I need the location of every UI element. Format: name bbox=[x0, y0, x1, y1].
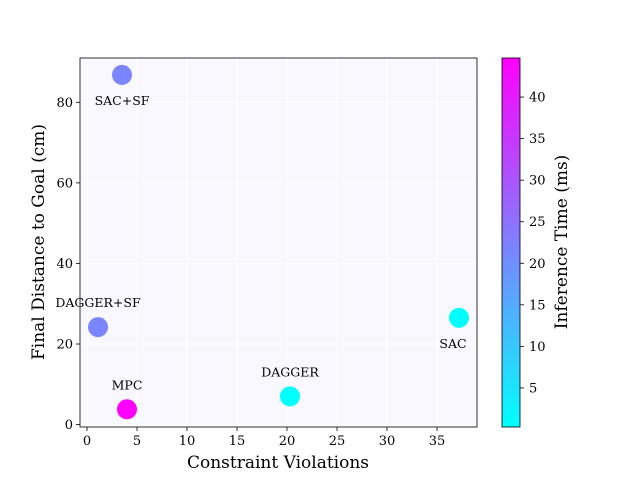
colorbar-tick-label: 25 bbox=[529, 215, 546, 230]
x-tick-label: 35 bbox=[429, 434, 446, 449]
colorbar-tick-label: 10 bbox=[529, 340, 546, 355]
colorbar-tick-label: 35 bbox=[529, 132, 546, 147]
point-label: DAGGER+SF bbox=[55, 295, 141, 310]
data-point bbox=[449, 307, 469, 328]
y-tick-label: 20 bbox=[56, 338, 73, 353]
x-tick-label: 25 bbox=[329, 434, 346, 449]
x-axis-ticks: 0 5 10 15 20 25 30 35 bbox=[83, 427, 445, 449]
point-label: SAC+SF bbox=[95, 93, 150, 108]
x-tick-label: 0 bbox=[83, 434, 91, 449]
colorbar-tick-label: 15 bbox=[529, 298, 546, 313]
colorbar-label: Inference Time (ms) bbox=[552, 155, 572, 330]
data-point bbox=[88, 317, 108, 338]
y-axis-ticks: 0 20 40 60 80 bbox=[56, 96, 80, 433]
y-tick-label: 60 bbox=[56, 176, 73, 191]
x-axis-label: Constraint Violations bbox=[187, 453, 369, 473]
colorbar-tick-label: 5 bbox=[529, 381, 537, 396]
y-tick-label: 40 bbox=[56, 257, 73, 272]
x-tick-label: 10 bbox=[179, 434, 196, 449]
colorbar bbox=[501, 57, 521, 428]
x-tick-label: 5 bbox=[133, 434, 141, 449]
grid bbox=[80, 58, 477, 427]
plot-area bbox=[80, 58, 477, 427]
y-tick-label: 80 bbox=[56, 96, 73, 111]
colorbar-ticks: 5 10 15 20 25 30 35 40 bbox=[520, 91, 546, 396]
x-tick-label: 20 bbox=[279, 434, 296, 449]
x-tick-label: 15 bbox=[229, 434, 246, 449]
point-label: DAGGER bbox=[261, 364, 319, 379]
plot-frame bbox=[79, 57, 478, 428]
point-labels: SAC+SF DAGGER+SF MPC DAGGER SAC bbox=[55, 93, 466, 392]
data-points bbox=[88, 64, 469, 420]
data-point bbox=[280, 386, 300, 407]
colorbar-tick-label: 40 bbox=[529, 91, 546, 106]
data-point bbox=[112, 64, 132, 85]
point-label: SAC bbox=[439, 336, 466, 351]
point-label: MPC bbox=[112, 377, 143, 392]
data-point bbox=[117, 399, 137, 420]
colorbar-tick-label: 30 bbox=[529, 174, 546, 189]
colorbar-tick-label: 20 bbox=[529, 257, 546, 272]
y-axis-label: Final Distance to Goal (cm) bbox=[29, 124, 49, 360]
x-tick-label: 30 bbox=[379, 434, 396, 449]
y-tick-label: 0 bbox=[65, 418, 73, 433]
